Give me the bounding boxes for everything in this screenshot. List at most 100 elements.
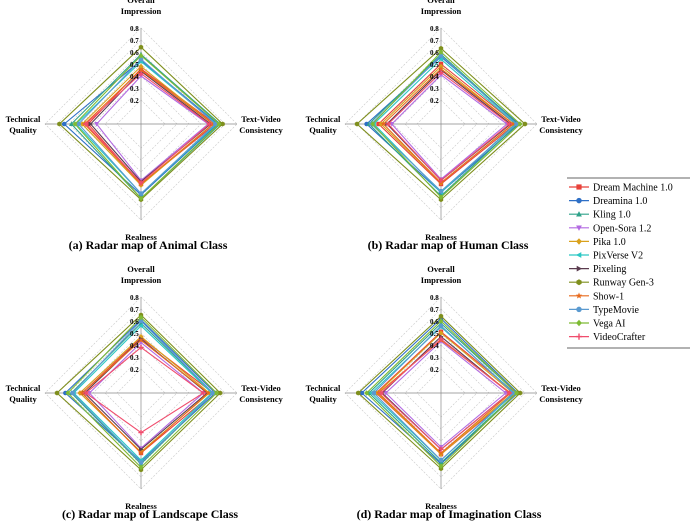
series-point-runway-gen-3 [57,121,62,127]
tick-label: 0.3 [430,85,439,93]
series-point-vega-ai [138,464,144,471]
series-point-typemovie [514,121,519,127]
axis-label-left: Technical Quality [306,114,341,135]
series-point-vega-ai [438,49,444,55]
series-point-vega-ai [138,314,144,321]
legend-label: Open-Sora 1.2 [593,223,651,234]
tick-label: 0.4 [430,73,439,81]
tick-label: 0.8 [430,294,439,302]
series-point-pixeling [88,121,94,127]
tick-label: 0.3 [130,85,139,93]
series-point-pika-1-0 [138,63,144,70]
tick-label: 0.7 [130,37,139,45]
series-point-vega-ai [65,390,71,396]
legend-marker [576,306,582,313]
series-point-pika-1-0 [438,330,444,336]
legend-item-videocrafter: VideoCrafter [569,332,646,343]
legend-marker [576,225,582,231]
series-point-show-1 [205,390,211,396]
series-line-videocrafter [380,338,511,451]
series-point-typemovie [138,460,144,465]
tick-label: 0.5 [430,330,439,338]
series-point-videocrafter [83,390,89,396]
axis-label-top: Overall Impression [121,0,162,16]
axis-label-bottom: Realness [425,501,457,511]
axis-label-bottom: Realness [425,232,457,242]
tick-label: 0.4 [430,342,439,350]
tick-label: 0.2 [430,366,439,374]
series-point-typemovie [438,457,444,463]
radar-series-group [356,313,523,472]
series-point-runway-gen-3 [522,121,528,127]
series-line-pixeling [83,338,208,451]
series-point-pixverse-v2 [438,56,443,62]
series-point-runway-gen-3 [218,390,223,396]
radar-panel-c: 0.2 0.3 0.4 0.5 0.6 0.7 0.8 Overall Impression Te… [6,264,284,521]
axis-label-top: Overall Impression [421,264,462,285]
panel-caption: (b) Radar map of Human Class [368,238,529,252]
legend-label: PixVerse V2 [593,251,643,262]
series-line-dream-machine-1-0 [87,68,217,185]
series-point-open-sora-1-2 [389,122,395,127]
legend-marker [576,184,582,190]
series-point-videocrafter [506,121,513,127]
grid-ring [356,39,526,209]
tick-label: 0.5 [130,61,139,69]
series-point-show-1 [138,337,144,343]
series-point-open-sora-1-2 [503,391,509,396]
legend-label: Vega AI [593,319,626,330]
series-point-typemovie [371,390,377,396]
radar-panel-b: 0.2 0.3 0.4 0.5 0.6 0.7 0.8 Overall Impression Te… [306,0,584,252]
axis-label-top: Overall Impression [421,0,462,16]
tick-label: 0.6 [430,49,439,57]
series-point-show-1 [510,121,516,127]
series-point-runway-gen-3 [220,121,225,127]
tick-label: 0.8 [130,294,139,302]
tick-label: 0.6 [130,318,139,326]
series-point-vega-ai [517,121,523,127]
axis-label-left: Technical Quality [306,383,341,404]
tick-label: 0.4 [130,342,139,350]
tick-label: 0.2 [430,97,439,105]
series-point-typemovie [438,188,444,194]
series-point-vega-ai [138,52,144,59]
tick-label: 0.2 [130,97,139,105]
grid-ring [56,308,226,478]
axis-label-right: Text-Video Consistency [539,383,583,404]
legend-item-typemovie: TypeMovie [569,305,640,316]
series-point-show-1 [438,65,444,72]
legend-item-pixeling: Pixeling [569,264,626,275]
legend-item-open-sora-1-2: Open-Sora 1.2 [569,223,651,234]
series-point-dream-machine-1-0 [376,121,381,127]
series-point-vega-ai [216,121,222,127]
series-point-pika-1-0 [378,121,384,127]
axis-label-right: Text-Video Consistency [239,383,283,404]
legend-item-show-1: Show-1 [569,291,624,302]
series-point-videocrafter [138,70,144,77]
series-point-show-1 [138,67,144,73]
tick-label: 0.2 [130,366,139,374]
series-point-dreamina-1-0 [61,121,67,127]
series-point-videocrafter [438,69,444,76]
grid-ring [44,296,238,490]
series-point-videocrafter [200,390,207,396]
series-point-videocrafter [206,121,213,127]
legend-item-dreamina-1-0: Dreamina 1.0 [569,196,647,207]
series-point-vega-ai [364,390,369,396]
legend-marker [575,333,583,340]
series-line-open-sora-1-2 [95,75,210,182]
series-point-typemovie [210,390,216,396]
tick-label: 0.5 [430,61,439,69]
tick-label: 0.5 [130,330,139,338]
series-point-open-sora-1-2 [94,122,99,127]
series-point-videocrafter [138,429,144,436]
series-point-runway-gen-3 [438,45,444,51]
series-point-vega-ai [438,463,444,469]
legend-marker [575,252,582,258]
series-point-typemovie [510,390,516,396]
legend-marker [576,279,582,286]
grid-ring [344,296,538,490]
series-point-typemovie [213,121,218,127]
legend-marker [576,319,582,327]
